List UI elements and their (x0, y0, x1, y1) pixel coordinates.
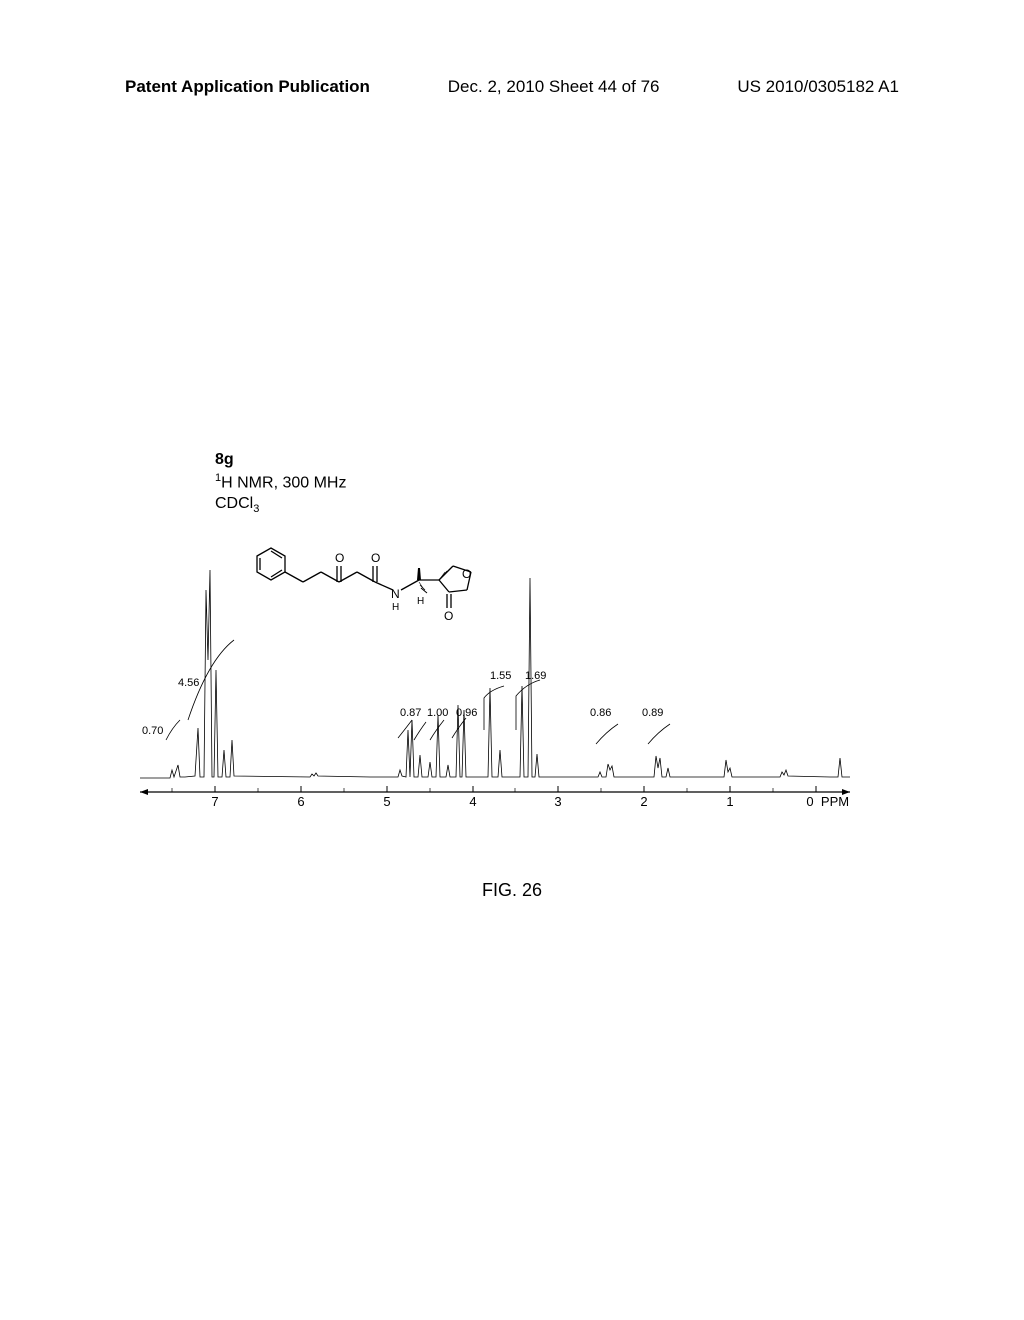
integration-label: 4.56 (178, 677, 199, 689)
axis-tick-label: 7 (211, 794, 218, 809)
page-header: Patent Application Publication Dec. 2, 2… (125, 77, 899, 97)
integration-label: 0.89 (642, 707, 663, 719)
nmr-spectrum-container: 8g 1H NMR, 300 MHz CDCl3 (130, 450, 860, 870)
integration-label: 0.96 (456, 707, 477, 719)
axis-tick-label: 4 (469, 794, 476, 809)
axis-tick-label: 3 (554, 794, 561, 809)
axis-unit-label: PPM (821, 794, 849, 809)
axis-tick-label: 5 (383, 794, 390, 809)
axis-tick-label: 6 (297, 794, 304, 809)
axis-tick-label: 0 (806, 794, 813, 809)
axis-tick-label: 1 (726, 794, 733, 809)
integration-label: 1.69 (525, 670, 546, 682)
integration-label: 0.70 (142, 725, 163, 737)
nmr-title: 8g 1H NMR, 300 MHz CDCl3 (215, 450, 346, 516)
figure-caption: FIG. 26 (0, 880, 1024, 901)
header-publication: Patent Application Publication (125, 77, 370, 97)
integration-label: 0.86 (590, 707, 611, 719)
integration-label: 1.00 (427, 707, 448, 719)
integration-label: 1.55 (490, 670, 511, 682)
nmr-experiment: H NMR, 300 MHz (221, 474, 346, 491)
axis-tick-label: 2 (640, 794, 647, 809)
header-date-sheet: Dec. 2, 2010 Sheet 44 of 76 (448, 77, 660, 97)
integration-label: 0.87 (400, 707, 421, 719)
nmr-spectrum: 0.70 4.56 0.87 1.00 0.96 1.55 1.69 0.86 … (130, 510, 860, 810)
compound-id: 8g (215, 451, 234, 468)
header-pub-number: US 2010/0305182 A1 (737, 77, 899, 97)
